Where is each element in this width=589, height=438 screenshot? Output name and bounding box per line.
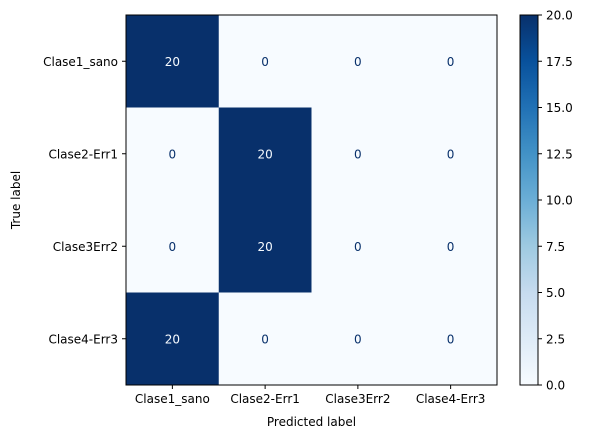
cell-value-label: 0 [354, 332, 362, 346]
colorbar-ticks: 0.0 2.5 5.0 7.5 10.0 12.5 15.0 17.5 20.0 [538, 9, 573, 393]
colorbar-tick-label: 5.0 [546, 286, 565, 300]
heatmap-cell [404, 107, 498, 201]
colorbar-tick-label: 2.5 [546, 332, 565, 346]
colorbar-tick-label: 20.0 [546, 9, 573, 23]
colorbar-gradient [519, 14, 539, 386]
heatmap-cell [218, 292, 312, 386]
cell-value-label: 0 [447, 55, 455, 69]
heatmap-cell [218, 200, 312, 293]
heatmap-cell [126, 292, 220, 386]
cell-value-label: 20 [257, 240, 272, 254]
heatmap-cell [404, 200, 498, 293]
y-axis: Clase1_sano Clase2-Err1 Clase3Err2 Clase4-E… [43, 55, 126, 346]
cell-value-label: 0 [447, 147, 455, 161]
colorbar-tick-label: 7.5 [546, 240, 565, 254]
y-tick-label: Clase4-Err3 [48, 332, 118, 346]
cell-value-label: 20 [165, 332, 180, 346]
cell-value-label: 0 [169, 240, 177, 254]
heatmap-cell [404, 292, 498, 386]
colorbar-tick-label: 12.5 [546, 147, 573, 161]
cell-value-label: 20 [257, 147, 272, 161]
heatmap-cell [218, 15, 312, 108]
x-axis: Clase1_sano Clase2-Err1 Clase3Err2 Clase4-E… [135, 385, 485, 406]
colorbar: 0.0 2.5 5.0 7.5 10.0 12.5 15.0 17.5 20.0 [519, 9, 573, 393]
x-tick-label: Clase3Err2 [325, 392, 390, 406]
y-axis-label: True label [9, 171, 23, 230]
colorbar-tick-label: 15.0 [546, 101, 573, 115]
y-tick-label: Clase3Err2 [53, 240, 118, 254]
heatmap-cell [311, 200, 405, 293]
cell-value-label: 0 [354, 240, 362, 254]
heatmap-cell [311, 15, 405, 108]
plot-frame [125, 14, 498, 386]
heatmap-cell [404, 15, 498, 108]
heatmap-cell [311, 292, 405, 386]
cell-value-label: 0 [354, 147, 362, 161]
heatmap-cell [311, 107, 405, 201]
cell-value-label: 20 [165, 55, 180, 69]
cell-value-label: 0 [169, 147, 177, 161]
heatmap-cell [126, 107, 220, 201]
y-tick-label: Clase2-Err1 [48, 147, 118, 161]
cell-value-label: 0 [261, 332, 269, 346]
cell-value-label: 0 [447, 240, 455, 254]
cell-value-label: 0 [261, 55, 269, 69]
x-tick-label: Clase1_sano [135, 392, 210, 406]
colorbar-tick-label: 17.5 [546, 55, 573, 69]
heatmap-cell [126, 200, 220, 293]
x-tick-label: Clase4-Err3 [416, 392, 486, 406]
colorbar-tick-label: 0.0 [546, 379, 565, 393]
colorbar-tick-label: 10.0 [546, 194, 573, 208]
heatmap-cell [218, 107, 312, 201]
cell-value-label: 0 [354, 55, 362, 69]
heatmap-cells: 20 0 0 0 0 20 0 0 0 20 0 0 20 0 0 0 [126, 15, 498, 386]
y-tick-label: Clase1_sano [43, 55, 118, 69]
heatmap-cell [126, 15, 220, 108]
cell-value-label: 0 [447, 332, 455, 346]
x-tick-label: Clase2-Err1 [230, 392, 300, 406]
x-axis-label: Predicted label [267, 415, 356, 429]
